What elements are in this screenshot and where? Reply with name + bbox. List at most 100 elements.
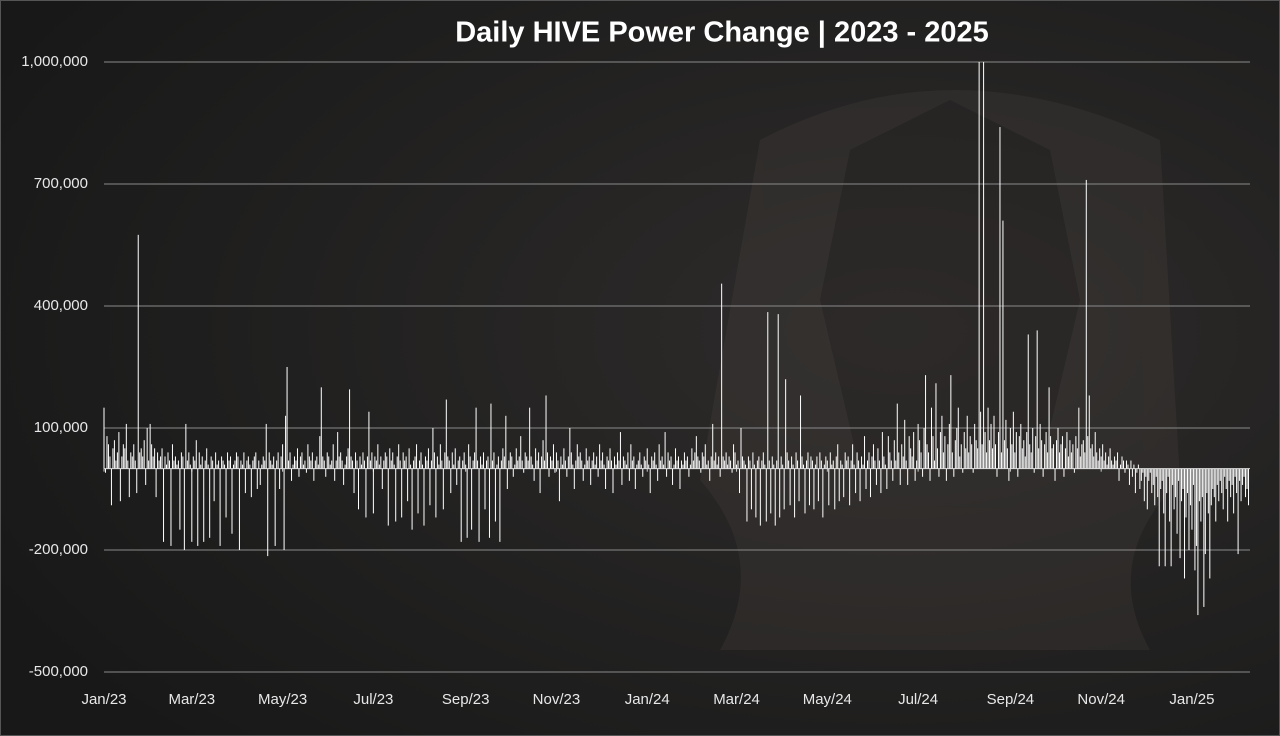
bar: [892, 468, 894, 481]
bar: [852, 444, 854, 469]
y-tick-label: 400,000: [34, 297, 88, 314]
bar: [878, 460, 880, 469]
bar: [411, 468, 413, 530]
bar: [366, 456, 368, 469]
bar: [657, 468, 659, 481]
bar: [740, 428, 742, 469]
bar: [1014, 452, 1016, 469]
x-tick-label: Nov/23: [533, 691, 581, 708]
bar: [695, 436, 697, 469]
bar: [296, 448, 298, 469]
bar: [157, 452, 159, 469]
bar: [512, 468, 514, 477]
bar: [258, 460, 260, 469]
bar: [477, 460, 479, 469]
bar: [1117, 452, 1119, 469]
bar: [1085, 179, 1087, 469]
bar: [923, 428, 925, 469]
bar: [1245, 468, 1247, 498]
bar: [472, 460, 474, 469]
bar: [1189, 468, 1191, 506]
bar: [185, 423, 187, 469]
bar: [713, 460, 715, 469]
bar: [1209, 468, 1211, 579]
bar: [731, 468, 733, 473]
bar: [225, 468, 227, 518]
bar: [791, 456, 793, 469]
bar: [739, 468, 741, 494]
bar: [177, 460, 179, 469]
bar: [683, 452, 685, 469]
bar: [334, 468, 336, 481]
bar: [182, 456, 184, 469]
bar: [913, 432, 915, 469]
bar: [1145, 468, 1147, 477]
bar: [859, 468, 861, 502]
bar: [926, 444, 928, 469]
bar: [1112, 464, 1114, 469]
bar: [1061, 436, 1063, 469]
bar: [816, 456, 818, 469]
bar: [869, 468, 871, 498]
bar: [1011, 444, 1013, 469]
bar: [910, 448, 912, 469]
bar: [1079, 456, 1081, 469]
bar: [893, 440, 895, 469]
y-tick-label: 700,000: [34, 175, 88, 192]
bar: [1121, 456, 1123, 469]
bar: [1175, 468, 1177, 498]
bar: [975, 440, 977, 469]
bar: [1109, 448, 1111, 469]
bar: [273, 456, 275, 469]
bar: [990, 423, 992, 469]
bar: [689, 464, 691, 469]
bar: [215, 452, 217, 469]
bar: [240, 460, 242, 469]
bar: [454, 448, 456, 469]
bar: [218, 460, 220, 469]
bar: [549, 456, 551, 469]
bar: [779, 468, 781, 518]
bar: [1154, 468, 1156, 506]
bar: [597, 468, 599, 477]
bar: [908, 436, 910, 469]
bar: [262, 456, 264, 469]
bar: [331, 460, 333, 469]
bar: [649, 468, 651, 494]
bar: [774, 468, 776, 526]
bar: [480, 456, 482, 469]
bar: [725, 452, 727, 469]
bar: [1009, 428, 1011, 469]
bar: [569, 428, 571, 469]
y-tick-label: -200,000: [29, 541, 88, 558]
bar: [544, 460, 546, 469]
x-tick-label: Jul/23: [353, 691, 393, 708]
bar: [1155, 468, 1157, 477]
bar: [252, 460, 254, 469]
bar: [925, 375, 927, 469]
bar: [645, 460, 647, 469]
bar: [673, 464, 675, 469]
bar: [808, 468, 810, 506]
bar: [628, 468, 630, 481]
bar: [533, 468, 535, 481]
bar: [573, 468, 575, 489]
bar: [950, 375, 952, 469]
bar: [904, 419, 906, 469]
bar: [669, 460, 671, 469]
bar: [447, 456, 449, 469]
bar: [965, 448, 967, 469]
bar: [627, 452, 629, 469]
bar: [103, 407, 105, 469]
bar: [1248, 468, 1250, 506]
bar: [1242, 468, 1244, 485]
bar: [250, 468, 252, 498]
bar: [529, 407, 531, 469]
bar: [765, 468, 767, 522]
bar: [858, 460, 860, 469]
bar: [541, 456, 543, 469]
bar: [847, 456, 849, 469]
bar: [956, 428, 958, 469]
bar: [216, 464, 218, 469]
bar: [889, 452, 891, 469]
